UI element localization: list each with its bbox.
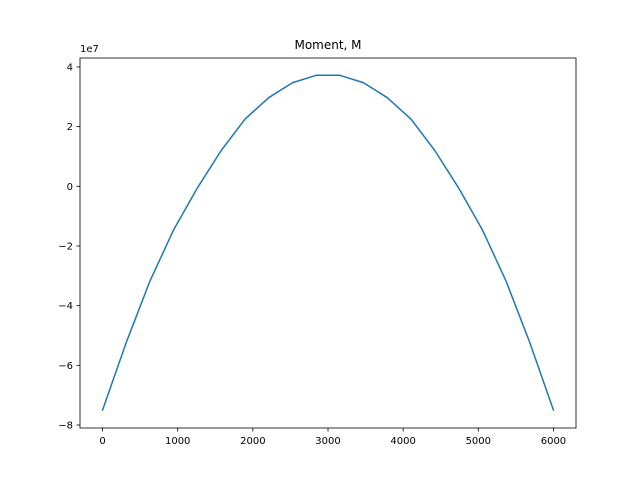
plot-area — [80, 58, 576, 428]
x-tick-label: 5000 — [466, 436, 491, 447]
y-tick-label: −8 — [58, 421, 73, 432]
y-tick-label: −2 — [58, 241, 73, 252]
y-tick-label: 0 — [67, 182, 73, 193]
y-tick-label: 2 — [67, 122, 73, 133]
y-tick-label: −6 — [58, 361, 73, 372]
x-tick-label: 0 — [99, 436, 105, 447]
y-tick-label: 4 — [67, 62, 73, 73]
chart-title: Moment, M — [294, 38, 361, 52]
x-axis: 0 1000 2000 3000 4000 5000 6000 — [99, 428, 566, 447]
y-axis: −8 −6 −4 −2 0 2 4 — [58, 62, 80, 432]
x-tick-label: 3000 — [315, 436, 340, 447]
x-tick-label: 4000 — [390, 436, 415, 447]
plot-frame — [79, 57, 577, 429]
x-tick-label: 2000 — [240, 436, 265, 447]
series-layer — [101, 74, 555, 411]
series-line-0 — [101, 74, 555, 411]
y-tick-label: −4 — [58, 301, 73, 312]
y-offset-label: 1e7 — [80, 44, 99, 55]
x-tick-label: 6000 — [541, 436, 566, 447]
x-tick-label: 1000 — [165, 436, 190, 447]
